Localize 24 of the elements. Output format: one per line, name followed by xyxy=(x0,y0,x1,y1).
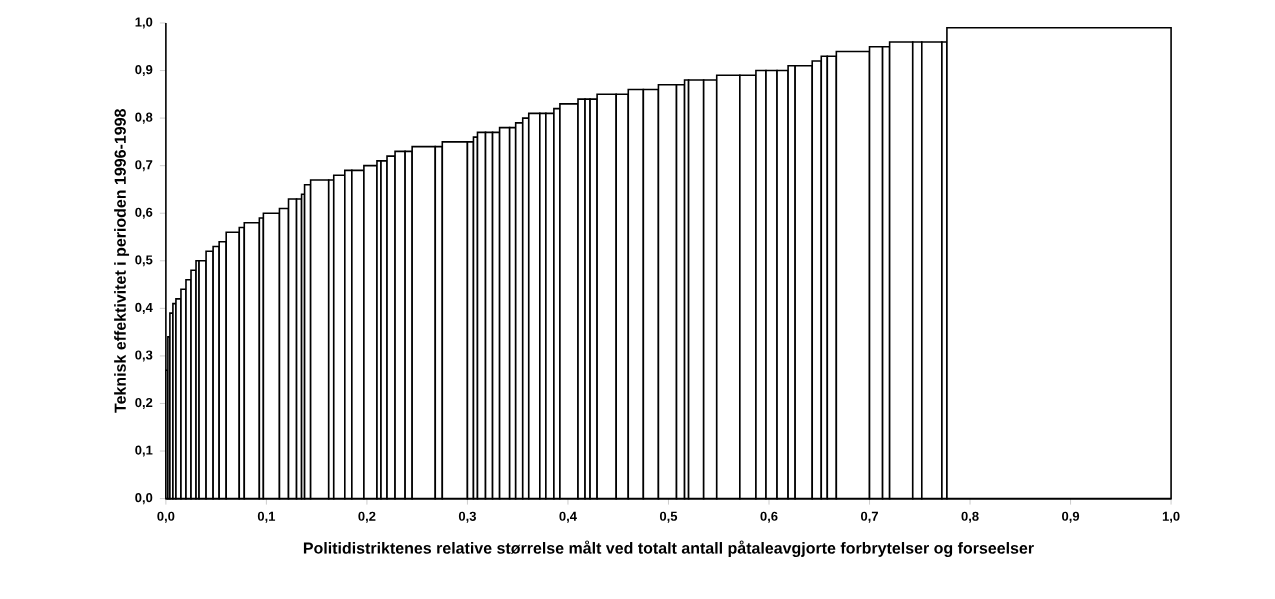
x-tick-label: 0,0 xyxy=(157,511,175,523)
y-tick-label: 0,1 xyxy=(135,445,153,457)
x-tick-label: 0,1 xyxy=(257,511,276,523)
x-tick-label: 0,2 xyxy=(358,511,376,523)
x-tick-label: 0,8 xyxy=(961,511,979,523)
y-tick-label: 0,2 xyxy=(135,398,153,410)
x-tick-label: 1,0 xyxy=(1162,511,1180,523)
y-tick-label: 0,6 xyxy=(135,207,153,219)
x-tick-label: 0,4 xyxy=(559,511,577,523)
y-tick-label: 0,8 xyxy=(135,112,153,124)
y-tick-label: 0,0 xyxy=(135,493,153,505)
x-axis-title: Politidistriktenes relative størrelse målt ved totalt antall påtaleavgjorte forbrytelser og forseelser xyxy=(303,540,1034,558)
x-tick-label: 0,3 xyxy=(458,511,476,523)
x-tick-label: 0,7 xyxy=(860,511,878,523)
x-tick-label: 0,9 xyxy=(1062,511,1080,523)
y-tick-label: 1,0 xyxy=(135,17,153,29)
y-tick-label: 0,9 xyxy=(135,65,153,77)
y-tick-label: 0,7 xyxy=(135,160,153,172)
y-tick-label: 0,4 xyxy=(135,303,153,315)
y-axis-title: Teknisk effektivitet i perioden 1996-1998 xyxy=(114,109,130,414)
y-tick-label: 0,3 xyxy=(135,350,153,362)
x-tick-label: 0,5 xyxy=(659,511,678,523)
x-tick-label: 0,6 xyxy=(760,511,778,523)
y-tick-label: 0,5 xyxy=(135,255,153,267)
